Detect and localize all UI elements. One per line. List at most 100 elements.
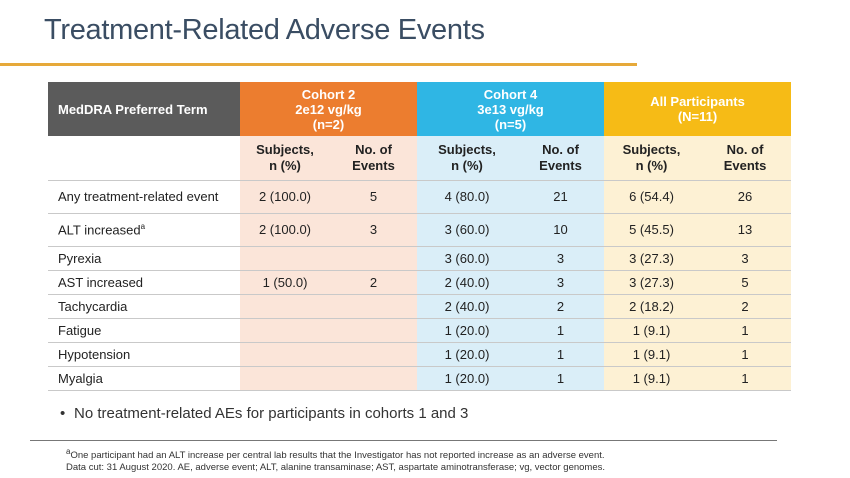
all-subjects-cell: 1 (9.1) (604, 342, 699, 367)
cohort4-events-cell: 3 (517, 246, 604, 271)
cohort4-events-cell: 1 (517, 366, 604, 391)
all-events-header: No. of Events (699, 136, 792, 180)
all-events-cell: 1 (699, 318, 792, 343)
cohort4-events-cell: 1 (517, 318, 604, 343)
cohort2-events-cell (330, 318, 417, 343)
table-row: Pyrexia 3 (60.0) 3 3 (27.3) 3 (48, 246, 792, 271)
subheader-text: Subjects, (438, 141, 496, 157)
cohort2-dose: 2e12 vg/kg (295, 101, 362, 117)
meddra-header: MedDRA Preferred Term (48, 82, 240, 136)
bullet-dot-icon: • (60, 405, 66, 422)
cohort2-subjects-cell (240, 342, 330, 367)
cohort4-label: Cohort 4 (483, 86, 538, 102)
cohort4-events-cell: 21 (517, 179, 604, 214)
all-events-cell: 2 (699, 294, 792, 319)
subheader-text: Subjects, (622, 141, 681, 157)
all-subjects-header: Subjects, n (%) (604, 136, 699, 180)
cohort4-subjects-cell: 2 (40.0) (417, 294, 517, 319)
table-subheader-row: Subjects, n (%) No. of Events Subjects, n (… (48, 136, 792, 180)
cohort2-events-cell: 5 (330, 179, 417, 214)
cohort2-subjects-cell: 1 (50.0) (240, 270, 330, 295)
all-events-cell: 1 (699, 342, 792, 367)
all-events-cell: 13 (699, 213, 792, 247)
term-cell: Tachycardia (48, 294, 240, 319)
all-subjects-cell: 1 (9.1) (604, 318, 699, 343)
footnote-line-1: aOne participant had an ALT increase per… (66, 446, 605, 462)
cohort2-header: Cohort 2 2e12 vg/kg (n=2) (240, 82, 417, 136)
subheader-text: No. of (726, 141, 764, 157)
term-cell: Myalgia (48, 366, 240, 391)
bullet-text: No treatment-related AEs for participant… (74, 405, 469, 422)
cohort2-label: Cohort 2 (301, 86, 356, 102)
title-rule (0, 63, 637, 66)
table-header-row: MedDRA Preferred Term Cohort 2 2e12 vg/k… (48, 82, 792, 136)
cohort2-n: (n=2) (312, 116, 345, 132)
table-row: Hypotension 1 (20.0) 1 1 (9.1) 1 (48, 342, 792, 367)
cohort4-dose: 3e13 vg/kg (477, 101, 544, 117)
cohort4-header: Cohort 4 3e13 vg/kg (n=5) (417, 82, 604, 136)
table-body: Any treatment-related event 2 (100.0) 5 4 (… (48, 179, 792, 391)
term-cell: Pyrexia (48, 246, 240, 271)
term-cell: Fatigue (48, 318, 240, 343)
table-row: ALT increaseda 2 (100.0) 3 3 (60.0) 10 5 (45.… (48, 213, 792, 247)
cohort4-subjects-cell: 1 (20.0) (417, 318, 517, 343)
subheader-blank (48, 136, 240, 180)
table-row: Any treatment-related event 2 (100.0) 5 4 (… (48, 179, 792, 214)
all-subjects-cell: 3 (27.3) (604, 246, 699, 271)
subheader-text: n (%) (269, 157, 301, 173)
cohort2-events-cell (330, 366, 417, 391)
cohort2-subjects-cell (240, 246, 330, 271)
table-row: Tachycardia 2 (40.0) 2 2 (18.2) 2 (48, 294, 792, 319)
term-label: Hypotension (58, 346, 131, 362)
all-events-cell: 5 (699, 270, 792, 295)
cohort4-events-cell: 1 (517, 342, 604, 367)
cohort2-events-header: No. of Events (330, 136, 417, 180)
footnote-rule (30, 440, 777, 441)
cohort4-subjects-cell: 3 (60.0) (417, 213, 517, 247)
all-events-cell: 1 (699, 366, 792, 391)
term-label: AST increased (58, 274, 144, 290)
cohort2-subjects-cell: 2 (100.0) (240, 213, 330, 247)
all-participants-header: All Participants (N=11) (604, 82, 792, 136)
adverse-events-table: MedDRA Preferred Term Cohort 2 2e12 vg/k… (48, 82, 792, 391)
cohort2-events-cell (330, 342, 417, 367)
cohort4-subjects-cell: 4 (80.0) (417, 179, 517, 214)
table-row: AST increased 1 (50.0) 2 2 (40.0) 3 3 (27.3) 5 (48, 270, 792, 295)
term-cell: ALT increaseda (48, 213, 240, 247)
subheader-text: Events (723, 157, 767, 173)
cohort2-events-cell: 2 (330, 270, 417, 295)
footnote: aOne participant had an ALT increase per… (66, 446, 605, 474)
cohort2-subjects-cell: 2 (100.0) (240, 179, 330, 214)
footnote-marker: a (66, 447, 71, 456)
cohort2-subjects-cell (240, 366, 330, 391)
term-label: Myalgia (58, 370, 103, 386)
term-label: ALT increased (58, 222, 141, 238)
cohort2-subjects-header: Subjects, n (%) (240, 136, 330, 180)
cohort4-events-cell: 3 (517, 270, 604, 295)
cohort4-events-cell: 2 (517, 294, 604, 319)
cohort2-subjects-cell (240, 318, 330, 343)
all-subjects-cell: 5 (45.5) (604, 213, 699, 247)
all-subjects-cell: 1 (9.1) (604, 366, 699, 391)
cohort4-events-header: No. of Events (517, 136, 604, 180)
all-events-cell: 26 (699, 179, 792, 214)
subheader-text: Events (539, 157, 582, 173)
subheader-text: n (%) (451, 157, 483, 173)
table-row: Myalgia 1 (20.0) 1 1 (9.1) 1 (48, 366, 792, 391)
cohort4-subjects-header: Subjects, n (%) (417, 136, 517, 180)
term-label: Fatigue (58, 322, 102, 338)
all-subjects-cell: 3 (27.3) (604, 270, 699, 295)
subheader-text: n (%) (635, 157, 668, 173)
subheader-text: No. of (355, 141, 392, 157)
cohort2-events-cell: 3 (330, 213, 417, 247)
term-cell: AST increased (48, 270, 240, 295)
cohort4-subjects-cell: 2 (40.0) (417, 270, 517, 295)
all-participants-n: (N=11) (677, 109, 718, 124)
cohort2-events-cell (330, 294, 417, 319)
cohort2-events-cell (330, 246, 417, 271)
cohort4-n: (n=5) (494, 116, 527, 132)
subheader-text: Subjects, (256, 141, 314, 157)
term-label: Pyrexia (58, 250, 102, 266)
footnote-text-1: One participant had an ALT increase per … (70, 450, 605, 462)
footnote-ref-marker: a (140, 221, 146, 231)
